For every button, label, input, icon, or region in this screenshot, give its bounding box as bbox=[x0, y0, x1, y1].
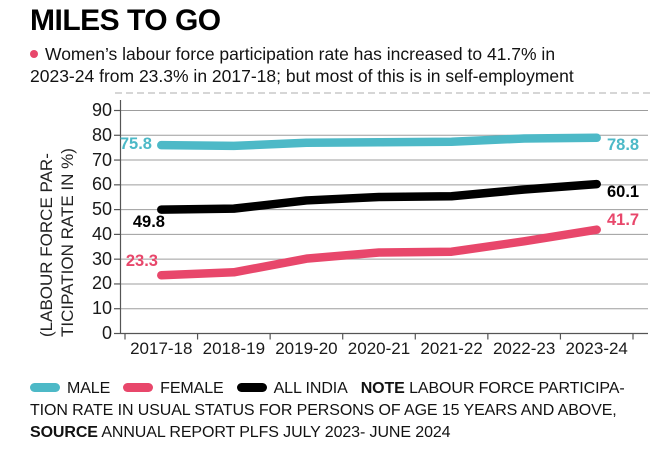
legend-swatch-female bbox=[123, 383, 154, 392]
subtitle-line-1: Women’s labour force participation rate … bbox=[30, 44, 555, 64]
x-tick-label-2018-19: 2018-19 bbox=[202, 339, 266, 358]
x-tick-label-2020-21: 2020-21 bbox=[347, 339, 411, 358]
x-tick-label-2023-24: 2023-24 bbox=[565, 339, 628, 358]
series-line-all-india bbox=[157, 179, 601, 214]
y-tick-label-10: 10 bbox=[91, 298, 112, 319]
data-label-male-end: 78.8 bbox=[607, 135, 640, 154]
subtitle-text-2: 2023-24 from 23.3% in 2017-18; but most … bbox=[30, 66, 574, 86]
data-label-male-start: 75.8 bbox=[119, 135, 152, 154]
legend: MALE FEMALE ALL INDIA bbox=[30, 380, 361, 397]
source-text: ANNUAL REPORT PLFS JULY 2023- JUNE 2024 bbox=[101, 424, 451, 441]
data-label-female-start: 23.3 bbox=[125, 252, 158, 271]
legend-label-all-india: ALL INDIA bbox=[273, 380, 348, 397]
page-title: MILES TO GO bbox=[30, 4, 221, 37]
y-tick-label-0: 0 bbox=[101, 323, 112, 343]
data-label-all-india-end: 60.1 bbox=[607, 183, 640, 202]
x-tick-label-2019-20: 2019-20 bbox=[275, 339, 338, 358]
subtitle-text-1: Women’s labour force participation rate … bbox=[45, 44, 556, 64]
x-tick-label-2017-18: 2017-18 bbox=[130, 339, 193, 358]
y-tick-label-30: 30 bbox=[91, 248, 112, 269]
y-tick-label-80: 80 bbox=[91, 124, 112, 145]
data-label-all-india-start: 49.8 bbox=[132, 212, 165, 231]
series-line-female bbox=[157, 225, 601, 280]
legend-swatch-all-india bbox=[236, 383, 267, 392]
bullet-icon bbox=[30, 50, 38, 58]
y-tick-label-50: 50 bbox=[91, 199, 112, 220]
subtitle: Women’s labour force participation rate … bbox=[30, 43, 574, 87]
y-tick-label-60: 60 bbox=[91, 174, 112, 195]
x-tick-label-2021-22: 2021-22 bbox=[420, 339, 483, 358]
note-text-2: TION RATE IN USUAL STATUS FOR PERSONS OF… bbox=[30, 402, 617, 419]
note-label: NOTE bbox=[360, 380, 405, 397]
legend-label-female: FEMALE bbox=[160, 380, 224, 397]
x-tick-label-2022-23: 2022-23 bbox=[492, 339, 556, 358]
y-tick-label-70: 70 bbox=[91, 149, 112, 170]
legend-and-note: MALE FEMALE ALL INDIA NOTE LABOUR FORCE PAR… bbox=[30, 378, 655, 444]
y-tick-label-20: 20 bbox=[91, 273, 112, 294]
legend-swatch-male bbox=[30, 383, 60, 392]
legend-label-male: MALE bbox=[67, 380, 111, 397]
data-label-female-end: 41.7 bbox=[607, 210, 640, 229]
y-tick-label-90: 90 bbox=[91, 100, 112, 120]
series-line-male bbox=[157, 133, 601, 151]
source-label: SOURCE bbox=[30, 424, 98, 441]
y-tick-label-40: 40 bbox=[91, 223, 112, 244]
note-text-1: LABOUR FORCE PARTICIPA- bbox=[409, 380, 625, 397]
